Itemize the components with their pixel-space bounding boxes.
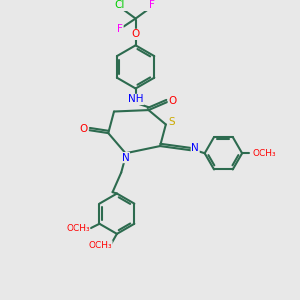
- Text: F: F: [149, 0, 155, 10]
- Text: S: S: [168, 117, 175, 127]
- Text: NH: NH: [128, 94, 143, 104]
- Text: O: O: [80, 124, 88, 134]
- Text: O: O: [168, 96, 177, 106]
- Text: OCH₃: OCH₃: [88, 241, 112, 250]
- Text: Cl: Cl: [114, 0, 124, 10]
- Text: O: O: [131, 29, 140, 39]
- Text: OCH₃: OCH₃: [66, 224, 90, 232]
- Text: OCH₃: OCH₃: [253, 149, 276, 158]
- Text: N: N: [122, 153, 129, 163]
- Text: F: F: [117, 25, 123, 34]
- Text: N: N: [191, 143, 199, 153]
